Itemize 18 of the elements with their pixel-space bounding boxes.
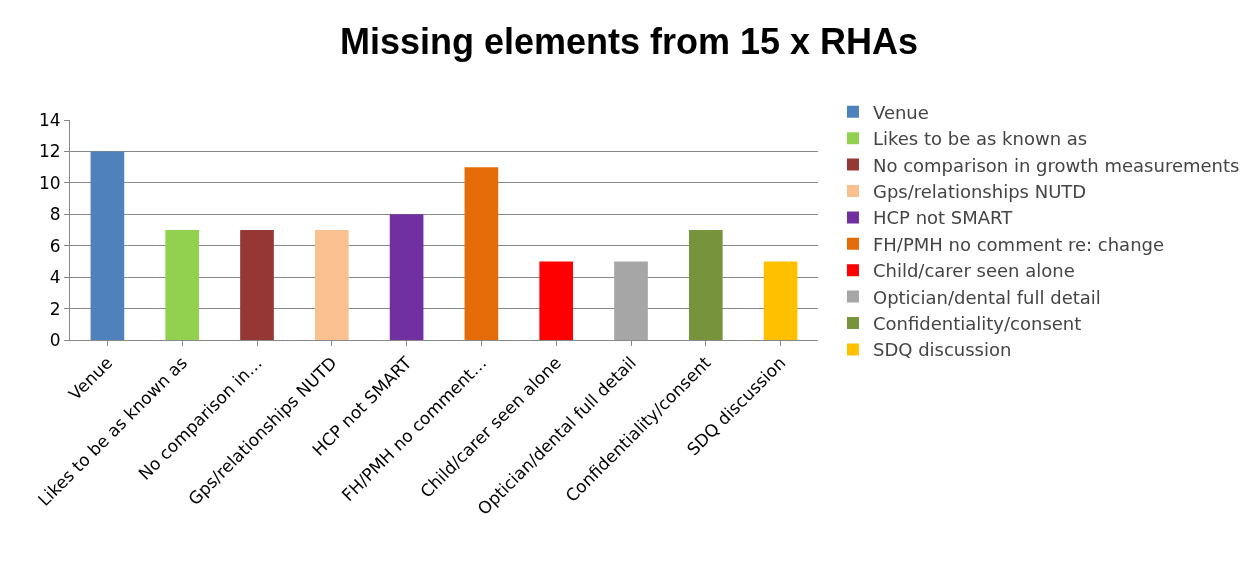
- y-tick-label: 14: [38, 109, 61, 130]
- y-tick-label: 4: [49, 267, 61, 288]
- y-tick-label: 8: [49, 204, 61, 225]
- legend-label: FH/PMH no comment re: change: [872, 233, 1165, 255]
- chart-title: Missing elements from 15 x RHAs: [339, 21, 919, 63]
- legend-label: No comparison in growth measurements: [872, 154, 1240, 176]
- y-tick-label: 6: [49, 235, 61, 256]
- legend-label: HCP not SMART: [872, 207, 1014, 229]
- legend-label: Confidentiality/consent: [872, 313, 1082, 335]
- legend-label: Gps/relationships NUTD: [872, 181, 1087, 203]
- y-tick-label: 2: [49, 298, 61, 319]
- y-tick-label: 12: [38, 141, 61, 162]
- legend-label: Child/carer seen alone: [872, 260, 1075, 282]
- legend-label: Venue: [872, 101, 929, 123]
- legend-label: Optician/dental full detail: [872, 286, 1101, 308]
- y-tick-label: 0: [49, 329, 61, 350]
- legend-label: Likes to be as known as: [872, 128, 1088, 150]
- y-tick-label: 10: [38, 172, 61, 193]
